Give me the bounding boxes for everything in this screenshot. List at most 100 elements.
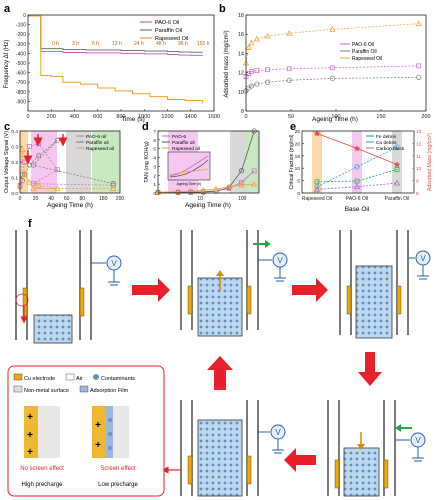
plot-frame bbox=[27, 14, 215, 112]
series-line bbox=[316, 182, 398, 190]
y-tick-label: 3 bbox=[153, 164, 156, 170]
step-label: 0 h bbox=[52, 41, 59, 47]
data-point bbox=[26, 144, 32, 149]
y-tick-label: 15 bbox=[295, 154, 301, 160]
y-tick-label: 18 bbox=[238, 13, 244, 19]
y-tick-label: 5 bbox=[297, 179, 300, 185]
step-label: 192 h bbox=[197, 41, 210, 47]
data-point bbox=[251, 168, 257, 174]
y-tick-label: 0.2 bbox=[11, 160, 18, 166]
y-tick-label: 0.0 bbox=[11, 191, 18, 197]
y-tick-label: 25 bbox=[295, 129, 301, 135]
band-e-rapeseed bbox=[312, 131, 322, 193]
chart-a-legend: PAO-6 Oil Paraffin Oil Rapeseed Oil bbox=[140, 20, 188, 42]
legend-b-1: Paraffin Oil bbox=[352, 49, 377, 55]
x-tick-label: 10 bbox=[197, 196, 203, 202]
x-tick-label: 50 bbox=[288, 114, 294, 120]
x-tick-label: 60 bbox=[64, 196, 70, 202]
legend-cu: Cu electrode bbox=[24, 376, 55, 382]
panel-b: b 0 50 100 150 200 8 10 12 14 16 18 Adsorbed mass … bbox=[219, 3, 431, 123]
data-point bbox=[30, 162, 36, 168]
y-tick-label: -800 bbox=[16, 90, 26, 96]
series-line bbox=[28, 15, 203, 53]
data-point bbox=[35, 182, 42, 188]
data-point bbox=[36, 153, 42, 159]
legend-b-2: Rapeseed Oil bbox=[352, 56, 382, 62]
plot-frame bbox=[301, 130, 415, 194]
x-tick-label: 0 bbox=[26, 114, 29, 120]
plus-sign: + bbox=[27, 447, 33, 458]
inset-xlabel: Ageing Time (h) bbox=[177, 182, 202, 186]
data-point bbox=[175, 188, 182, 195]
step-label: 12 h bbox=[112, 41, 122, 47]
panel-d: d 10 100 0 1 2 3 4 5 6 7 TAN (mg KOH/g) Ageing Ti… bbox=[142, 121, 260, 209]
data-point bbox=[248, 83, 254, 89]
chart-a: 0 200 400 600 800 1000 1200 1400 1600 -900 -800 -70… bbox=[16, 13, 220, 120]
plus-sign: + bbox=[27, 430, 33, 441]
panel-letter-d: d bbox=[142, 121, 149, 133]
device-5: V bbox=[161, 400, 286, 497]
data-point bbox=[30, 185, 37, 191]
legend-box: Cu electrode Air Contaminants Non-metal … bbox=[7, 365, 165, 497]
series-line bbox=[316, 169, 398, 183]
series-line bbox=[19, 140, 114, 187]
device-1: V bbox=[10, 230, 122, 344]
data-point bbox=[225, 183, 232, 190]
data-point bbox=[21, 171, 28, 177]
x-tick-label: 100 bbox=[331, 114, 340, 120]
step-label: 48 h bbox=[156, 41, 166, 47]
y-tick-label: -700 bbox=[16, 80, 26, 86]
x-tick-label: 200 bbox=[116, 196, 125, 202]
data-point bbox=[54, 185, 61, 191]
panel-f: f V bbox=[7, 218, 431, 497]
data-point bbox=[238, 168, 245, 174]
data-point bbox=[329, 75, 335, 81]
y-tick-label-right: 11 bbox=[416, 154, 421, 160]
y-tick-label: 0.3 bbox=[11, 145, 18, 151]
red-arrows-c bbox=[23, 134, 68, 165]
chart-d-ylabel: TAN (mg KOH/g) bbox=[144, 141, 150, 183]
plot-frame bbox=[245, 14, 427, 112]
chart-d-xlabel: Ageing Time (h) bbox=[185, 202, 231, 209]
chart-b-xlabel: Ageing Time (h) bbox=[312, 116, 358, 123]
plus-sign: + bbox=[95, 420, 101, 431]
data-point bbox=[314, 179, 320, 185]
data-point bbox=[254, 81, 260, 87]
y-tick-label: -300 bbox=[16, 42, 26, 48]
legend-screen: Screen effect bbox=[100, 466, 136, 472]
series-line bbox=[245, 23, 419, 64]
panel-letter-e: e bbox=[290, 121, 296, 133]
arrow-down bbox=[358, 352, 382, 386]
data-point bbox=[265, 67, 270, 73]
band-d-green bbox=[246, 131, 259, 193]
voltmeter-2-label: V bbox=[277, 256, 283, 265]
chart-a-steplabels: 0 h 3 h 6 h 12 h 24 h 48 h 96 h 192 h bbox=[52, 41, 210, 47]
panel-letter-c: c bbox=[4, 121, 10, 133]
legend-air: Air bbox=[76, 376, 83, 382]
chart-e-xlabel: Base Oil bbox=[345, 206, 370, 213]
chart-c: 0 20 40 60 80 180 200 0.0 0.1 0.2 0.3 0.4 bbox=[11, 129, 124, 202]
data-point bbox=[354, 164, 360, 170]
y-tick-label: -100 bbox=[16, 23, 26, 29]
y-tick-label: 0 bbox=[297, 191, 300, 197]
data-point bbox=[353, 145, 361, 152]
data-point bbox=[393, 179, 401, 186]
legend-b-0: PAO-6 Oil bbox=[352, 42, 374, 48]
chart-e-legend: Fe debris Cu debris Carbon black bbox=[366, 134, 405, 152]
chart-e-ylabel: Critical Fraction (mg/ml) bbox=[289, 134, 295, 189]
data-point bbox=[251, 180, 258, 187]
data-point bbox=[54, 167, 60, 173]
y-tick-label: 2 bbox=[153, 173, 156, 179]
data-point bbox=[286, 30, 293, 36]
legend-contaminants: Contaminants bbox=[101, 376, 135, 382]
chart-a-xlabel: Time (s) bbox=[121, 116, 145, 123]
data-point bbox=[394, 144, 400, 150]
data-point bbox=[264, 32, 271, 39]
device-3: V bbox=[339, 230, 431, 339]
data-point bbox=[354, 178, 360, 184]
series-line bbox=[245, 77, 419, 92]
data-point bbox=[238, 181, 245, 188]
panel-e: e Rapeseed Oil PAO-6 Oil Paraffin Oil 0 5 10 1… bbox=[289, 121, 433, 213]
data-point bbox=[245, 44, 252, 50]
